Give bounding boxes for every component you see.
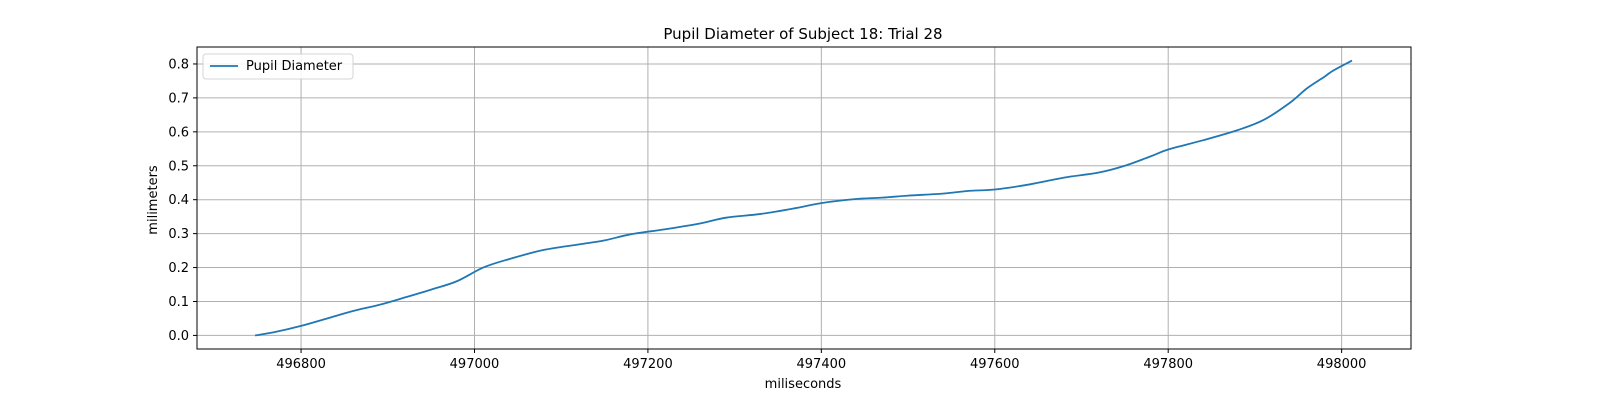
y-tick-label: 0.5: [168, 159, 189, 174]
y-tick-label: 0.3: [168, 227, 189, 242]
y-tick-label: 0.2: [168, 261, 189, 276]
legend-entry-label: Pupil Diameter: [246, 59, 343, 74]
y-tick-label: 0.7: [168, 91, 189, 106]
x-tick-label: 496800: [276, 357, 326, 372]
x-tick-label: 498000: [1317, 357, 1367, 372]
legend-box: [202, 53, 354, 80]
plot-frame: [196, 46, 1412, 350]
series-layer: [254, 59, 1353, 337]
chart-title: Pupil Diameter of Subject 18: Trial 28: [663, 25, 942, 43]
legend: Pupil Diameter: [202, 53, 354, 80]
series-line-pupil-diameter: [254, 59, 1353, 337]
x-tick-label: 497600: [970, 357, 1020, 372]
axis-ticks: 496800 497000 497200 497400 497600 497800 4980…: [168, 57, 1366, 372]
x-tick-label: 497400: [797, 357, 847, 372]
x-axis-label: miliseconds: [765, 377, 842, 392]
x-tick-label: 497800: [1143, 357, 1193, 372]
y-tick-label: 0.6: [168, 125, 189, 140]
y-tick-label: 0.1: [168, 295, 189, 310]
y-tick-label: 0.8: [168, 57, 189, 72]
x-tick-label: 497200: [623, 357, 673, 372]
y-tick-label: 0.4: [168, 193, 189, 208]
x-tick-label: 497000: [450, 357, 500, 372]
grid-lines: [197, 47, 1411, 349]
y-tick-label: 0.0: [168, 329, 189, 344]
y-axis-label: milimeters: [146, 165, 161, 235]
